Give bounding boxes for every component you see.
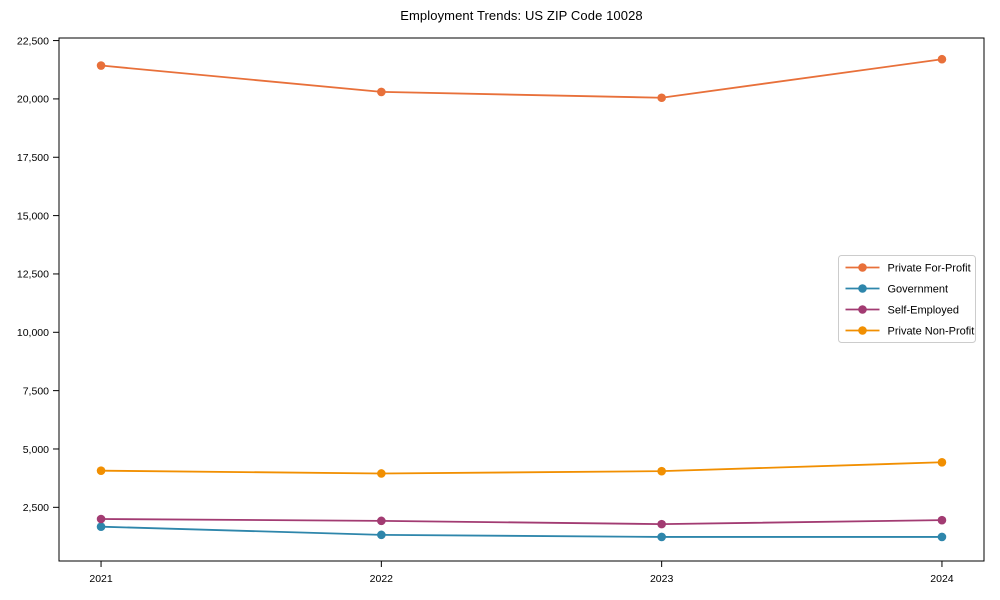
y-tick-label: 15,000	[17, 210, 49, 222]
x-tick-label: 2021	[89, 573, 113, 585]
data-point-private-non-profit	[96, 466, 106, 475]
series-line-private-for-profit	[100, 58, 943, 99]
data-point-government	[657, 532, 666, 542]
data-point-government	[96, 522, 106, 531]
legend-label-self-employed: Self-Employed	[888, 304, 960, 316]
legend-marker-self-employed	[858, 305, 867, 314]
legend-marker-private-non-profit	[858, 326, 867, 335]
y-tick-label: 7,500	[23, 385, 49, 397]
legend-marker-government	[858, 284, 867, 293]
y-tick-label: 17,500	[17, 152, 49, 164]
x-tick-label: 2023	[650, 573, 674, 585]
data-point-private-for-profit	[377, 87, 386, 97]
data-point-private-for-profit	[96, 61, 106, 70]
y-tick-label: 12,500	[17, 269, 49, 281]
data-point-private-non-profit	[937, 457, 947, 467]
y-tick-label: 20,000	[17, 94, 49, 106]
series-line-private-non-profit	[101, 461, 942, 475]
data-point-private-non-profit	[657, 466, 666, 476]
chart-title: Employment Trends: US ZIP Code 10028	[400, 8, 643, 23]
legend-marker-private-for-profit	[858, 263, 867, 272]
series-line-government	[101, 525, 942, 538]
x-tick-label: 2024	[930, 573, 954, 585]
legend-label-private-non-profit: Private Non-Profit	[888, 325, 975, 337]
x-tick-label: 2022	[370, 573, 394, 585]
data-point-government	[937, 532, 947, 542]
data-point-government	[377, 530, 386, 540]
data-point-private-non-profit	[377, 469, 386, 478]
legend-label-government: Government	[888, 283, 949, 295]
data-point-private-for-profit	[937, 54, 947, 64]
y-tick-label: 22,500	[17, 35, 49, 47]
y-tick-label: 10,000	[17, 327, 49, 339]
data-point-self-employed	[937, 515, 947, 525]
data-point-self-employed	[657, 519, 666, 529]
y-tick-label: 2,500	[23, 502, 49, 514]
series-line-self-employed	[101, 518, 942, 526]
y-tick-label: 5,000	[23, 444, 49, 456]
data-point-private-for-profit	[657, 93, 666, 103]
data-point-self-employed	[96, 514, 106, 524]
plot-frame	[58, 37, 985, 562]
data-point-self-employed	[377, 516, 386, 526]
legend-label-private-for-profit: Private For-Profit	[888, 262, 971, 274]
legend-box	[838, 255, 976, 343]
